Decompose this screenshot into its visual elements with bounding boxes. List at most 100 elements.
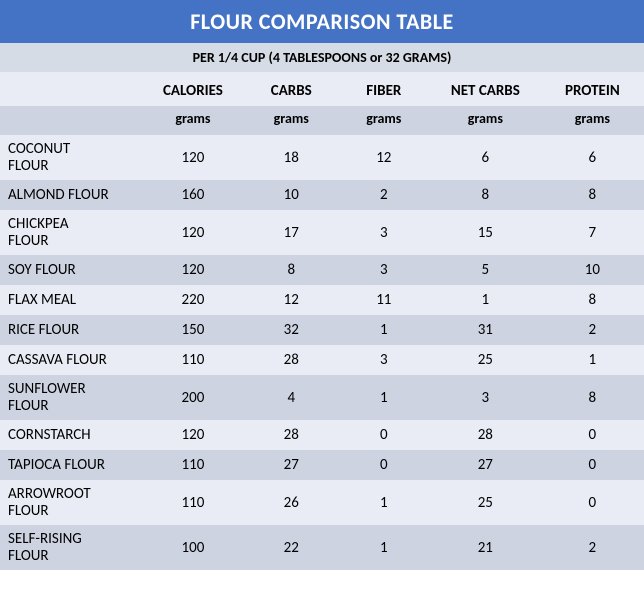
cell-net_carbs: 28	[430, 420, 541, 450]
flour-name: COCONUTFLOUR	[0, 135, 141, 180]
header-blank	[0, 72, 141, 106]
cell-protein: 7	[541, 210, 644, 255]
cell-net_carbs: 8	[430, 180, 541, 210]
header-calories: CALORIES	[141, 72, 245, 106]
cell-carbs: 26	[245, 480, 338, 525]
cell-fiber: 1	[338, 525, 430, 570]
table-row: FLAX MEAL220121118	[0, 285, 644, 315]
subtitle-row: PER 1/4 CUP (4 TABLESPOONS or 32 GRAMS)	[0, 43, 644, 72]
cell-fiber: 12	[338, 135, 430, 180]
cell-protein: 8	[541, 375, 644, 420]
cell-protein: 0	[541, 450, 644, 480]
header-carbs: CARBS	[245, 72, 338, 106]
cell-carbs: 28	[245, 345, 338, 375]
cell-fiber: 0	[338, 450, 430, 480]
table-row: CHICKPEAFLOUR120173157	[0, 210, 644, 255]
cell-calories: 110	[141, 450, 245, 480]
cell-fiber: 3	[338, 255, 430, 285]
unit-net-carbs: grams	[430, 106, 541, 135]
header-fiber: FIBER	[338, 72, 430, 106]
title-row: FLOUR COMPARISON TABLE	[0, 0, 644, 43]
header-row: CALORIES CARBS FIBER NET CARBS PROTEIN	[0, 72, 644, 106]
cell-net_carbs: 1	[430, 285, 541, 315]
cell-carbs: 22	[245, 525, 338, 570]
cell-protein: 8	[541, 180, 644, 210]
cell-fiber: 3	[338, 210, 430, 255]
cell-net_carbs: 5	[430, 255, 541, 285]
table-row: CASSAVA FLOUR110283251	[0, 345, 644, 375]
cell-fiber: 2	[338, 180, 430, 210]
cell-carbs: 4	[245, 375, 338, 420]
table-title: FLOUR COMPARISON TABLE	[0, 0, 644, 43]
table-row: CORNSTARCH120280280	[0, 420, 644, 450]
cell-calories: 220	[141, 285, 245, 315]
cell-calories: 120	[141, 210, 245, 255]
flour-name: ARROWROOTFLOUR	[0, 480, 141, 525]
cell-net_carbs: 27	[430, 450, 541, 480]
table-body: COCONUTFLOUR120181266ALMOND FLOUR1601028…	[0, 135, 644, 570]
cell-protein: 1	[541, 345, 644, 375]
cell-protein: 10	[541, 255, 644, 285]
unit-calories: grams	[141, 106, 245, 135]
cell-net_carbs: 31	[430, 315, 541, 345]
cell-fiber: 1	[338, 375, 430, 420]
cell-net_carbs: 25	[430, 480, 541, 525]
flour-name: SOY FLOUR	[0, 255, 141, 285]
cell-carbs: 8	[245, 255, 338, 285]
flour-name: TAPIOCA FLOUR	[0, 450, 141, 480]
unit-fiber: grams	[338, 106, 430, 135]
flour-name: FLAX MEAL	[0, 285, 141, 315]
table-row: ALMOND FLOUR16010288	[0, 180, 644, 210]
cell-protein: 0	[541, 480, 644, 525]
units-blank	[0, 106, 141, 135]
cell-calories: 110	[141, 345, 245, 375]
cell-net_carbs: 25	[430, 345, 541, 375]
flour-name: CASSAVA FLOUR	[0, 345, 141, 375]
table-row: SELF-RISINGFLOUR100221212	[0, 525, 644, 570]
cell-carbs: 10	[245, 180, 338, 210]
flour-name: SELF-RISINGFLOUR	[0, 525, 141, 570]
cell-protein: 6	[541, 135, 644, 180]
cell-net_carbs: 15	[430, 210, 541, 255]
unit-protein: grams	[541, 106, 644, 135]
cell-protein: 2	[541, 525, 644, 570]
cell-fiber: 1	[338, 480, 430, 525]
table-row: RICE FLOUR150321312	[0, 315, 644, 345]
cell-carbs: 12	[245, 285, 338, 315]
table-row: SUNFLOWERFLOUR2004138	[0, 375, 644, 420]
table-row: COCONUTFLOUR120181266	[0, 135, 644, 180]
cell-calories: 120	[141, 420, 245, 450]
units-row: grams grams grams grams grams	[0, 106, 644, 135]
cell-calories: 160	[141, 180, 245, 210]
cell-net_carbs: 21	[430, 525, 541, 570]
cell-net_carbs: 6	[430, 135, 541, 180]
cell-calories: 120	[141, 135, 245, 180]
cell-calories: 150	[141, 315, 245, 345]
flour-name: ALMOND FLOUR	[0, 180, 141, 210]
cell-fiber: 11	[338, 285, 430, 315]
flour-name: SUNFLOWERFLOUR	[0, 375, 141, 420]
cell-calories: 120	[141, 255, 245, 285]
cell-calories: 110	[141, 480, 245, 525]
header-net-carbs: NET CARBS	[430, 72, 541, 106]
cell-carbs: 32	[245, 315, 338, 345]
cell-fiber: 1	[338, 315, 430, 345]
cell-protein: 2	[541, 315, 644, 345]
table: FLOUR COMPARISON TABLE PER 1/4 CUP (4 TA…	[0, 0, 644, 570]
cell-carbs: 18	[245, 135, 338, 180]
cell-fiber: 0	[338, 420, 430, 450]
cell-protein: 8	[541, 285, 644, 315]
cell-net_carbs: 3	[430, 375, 541, 420]
table-subtitle: PER 1/4 CUP (4 TABLESPOONS or 32 GRAMS)	[0, 43, 644, 72]
cell-calories: 200	[141, 375, 245, 420]
cell-fiber: 3	[338, 345, 430, 375]
table-row: ARROWROOTFLOUR110261250	[0, 480, 644, 525]
table-row: TAPIOCA FLOUR110270270	[0, 450, 644, 480]
cell-carbs: 27	[245, 450, 338, 480]
cell-carbs: 28	[245, 420, 338, 450]
flour-name: CHICKPEAFLOUR	[0, 210, 141, 255]
flour-name: RICE FLOUR	[0, 315, 141, 345]
cell-carbs: 17	[245, 210, 338, 255]
header-protein: PROTEIN	[541, 72, 644, 106]
cell-protein: 0	[541, 420, 644, 450]
